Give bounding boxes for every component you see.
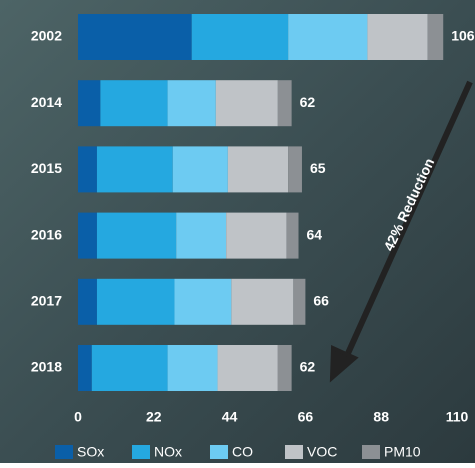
bar-segment xyxy=(192,14,288,60)
bar-segment xyxy=(78,14,192,60)
y-tick-label: 2018 xyxy=(31,359,62,375)
bar-segment xyxy=(218,345,278,391)
chart: 0 22 44 66 88 110 2002 106 2014 62 2015 65 2016 64 201… xyxy=(0,0,475,463)
bar-segment xyxy=(174,279,231,325)
legend-label: CO xyxy=(232,444,253,460)
total-label: 64 xyxy=(307,226,323,242)
bar-segment xyxy=(78,279,97,325)
bar-segment xyxy=(78,146,97,192)
bar-segment xyxy=(97,146,173,192)
bar-segment xyxy=(288,14,367,60)
bar-segment xyxy=(228,146,288,192)
bar-segment xyxy=(78,80,100,126)
legend-swatch xyxy=(132,445,150,459)
legend-label: NOx xyxy=(154,444,182,460)
total-label: 65 xyxy=(310,160,326,176)
y-tick-label: 2014 xyxy=(31,94,62,110)
total-label: 62 xyxy=(300,94,316,110)
x-tick-label: 44 xyxy=(222,409,238,425)
x-tick-label: 110 xyxy=(446,409,469,425)
bar-segment xyxy=(367,14,427,60)
legend-label: VOC xyxy=(307,444,337,460)
y-tick-label: 2002 xyxy=(31,28,62,44)
bar-segment xyxy=(288,146,302,192)
total-label: 106 xyxy=(451,28,475,44)
x-tick-label: 88 xyxy=(373,409,389,425)
bar-segment xyxy=(97,213,176,259)
bar-segment xyxy=(226,213,286,259)
bar-segment xyxy=(100,80,167,126)
total-label: 66 xyxy=(313,293,329,309)
legend-swatch xyxy=(285,445,303,459)
legend-label: PM10 xyxy=(384,444,421,460)
bar-segment xyxy=(173,146,228,192)
bar-segment xyxy=(286,213,298,259)
legend-swatch xyxy=(55,445,73,459)
bar-segment xyxy=(176,213,226,259)
bar-segment xyxy=(168,345,218,391)
bar-segment xyxy=(428,14,444,60)
bar-segment xyxy=(97,279,175,325)
x-tick-label: 0 xyxy=(74,409,82,425)
legend-label: SOx xyxy=(77,444,104,460)
y-tick-label: 2017 xyxy=(31,293,62,309)
bar-segment xyxy=(78,213,97,259)
bar-segment xyxy=(231,279,293,325)
bar-segment xyxy=(293,279,305,325)
bar-segment xyxy=(278,80,292,126)
legend-swatch xyxy=(362,445,380,459)
x-tick-label: 22 xyxy=(146,409,162,425)
bar-segment xyxy=(216,80,278,126)
bar-segment xyxy=(168,80,216,126)
bar-segment xyxy=(278,345,292,391)
legend-swatch xyxy=(210,445,228,459)
bar-segment xyxy=(78,345,92,391)
total-label: 62 xyxy=(300,359,316,375)
y-tick-label: 2015 xyxy=(31,160,62,176)
x-tick-label: 66 xyxy=(298,409,314,425)
bar-segment xyxy=(92,345,168,391)
y-tick-label: 2016 xyxy=(31,226,62,242)
